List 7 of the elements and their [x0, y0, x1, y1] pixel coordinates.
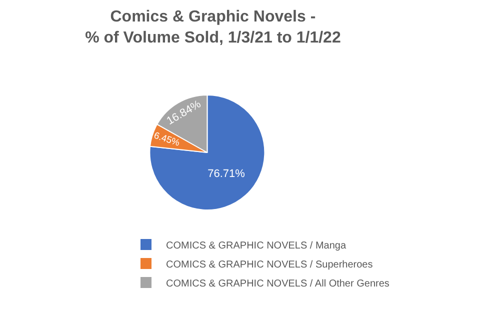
data-label: 76.71%	[208, 168, 246, 180]
chart-title: Comics & Graphic Novels - % of Volume Sold, 1/3/21 to 1/1/22	[85, 8, 341, 46]
legend-label: COMICS & GRAPHIC NOVELS / Superheroes	[166, 259, 373, 270]
legend-label: COMICS & GRAPHIC NOVELS / Manga	[166, 240, 346, 252]
legend-label: COMICS & GRAPHIC NOVELS / All Other Genres	[166, 278, 390, 290]
pie-slice	[149, 94, 266, 210]
data-label: 6.45%	[152, 130, 181, 148]
